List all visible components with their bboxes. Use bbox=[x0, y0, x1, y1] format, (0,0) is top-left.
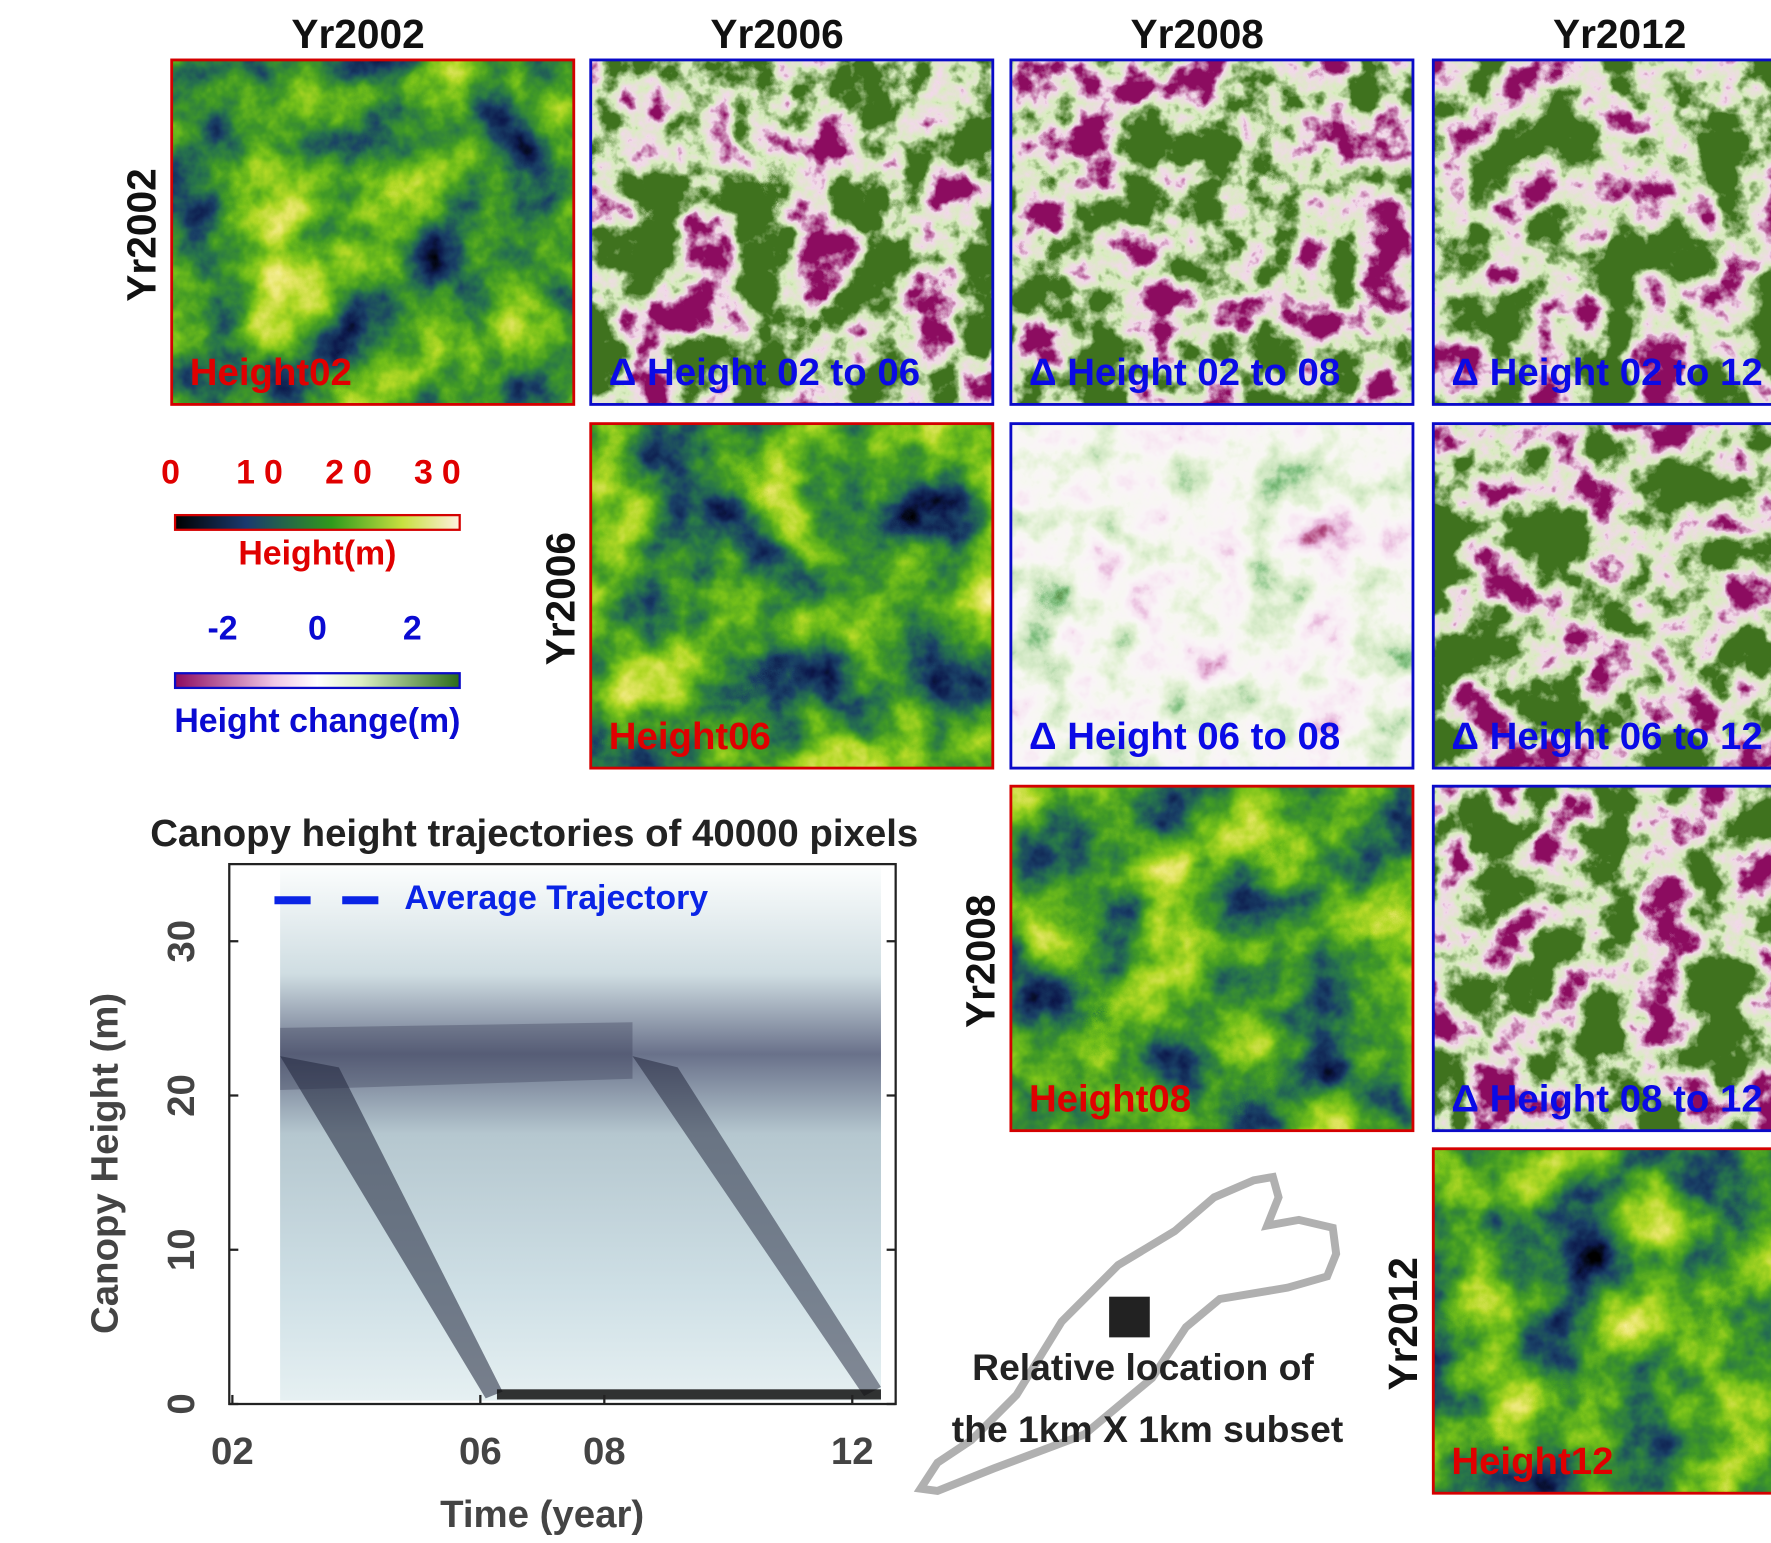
column-header: Yr2002 bbox=[291, 11, 424, 57]
map-panel: Height02 bbox=[170, 58, 576, 406]
colorbar-tick-label: 0 bbox=[161, 453, 189, 491]
map-caption: Relative location of bbox=[972, 1346, 1314, 1388]
row-header: Yr2006 bbox=[537, 532, 583, 665]
subset-marker bbox=[1109, 1296, 1150, 1338]
map-panel: Δ Height 02 to 08 bbox=[1009, 58, 1415, 406]
density-band bbox=[632, 1056, 881, 1397]
panel-border bbox=[1009, 422, 1415, 770]
raster bbox=[1433, 1148, 1771, 1494]
raster bbox=[1433, 59, 1771, 405]
panel-label: Height12 bbox=[1451, 1440, 1613, 1483]
raster bbox=[1010, 423, 1413, 769]
panel-border bbox=[589, 58, 995, 406]
panel-label: Height08 bbox=[1029, 1077, 1191, 1120]
chart-title: Canopy height trajectories of 40000 pixe… bbox=[150, 812, 918, 855]
map-panel: Height06 bbox=[589, 422, 995, 770]
raster bbox=[171, 59, 574, 405]
panel-label: Height06 bbox=[609, 715, 771, 758]
raster bbox=[1010, 59, 1413, 405]
x-tick-label: 08 bbox=[583, 1430, 626, 1473]
x-tick-label: 12 bbox=[831, 1430, 874, 1473]
panel-label: Δ Height 06 to 08 bbox=[1029, 715, 1340, 758]
panel-border bbox=[1009, 58, 1415, 406]
density bbox=[280, 867, 881, 1401]
raster bbox=[1433, 423, 1771, 769]
row-header: Yr2008 bbox=[957, 895, 1003, 1028]
panel-border bbox=[170, 58, 576, 406]
colorbar-tick-label: 2 bbox=[403, 609, 422, 647]
column-header: Yr2006 bbox=[710, 11, 843, 57]
raster bbox=[590, 59, 993, 405]
map-panel: Height08 bbox=[1009, 784, 1415, 1133]
panel-border bbox=[1009, 784, 1415, 1133]
panel-border bbox=[1431, 422, 1771, 770]
row-header: Yr2012 bbox=[1380, 1257, 1426, 1390]
raster bbox=[1010, 786, 1413, 1131]
colorbar-tick-label: 0 bbox=[308, 609, 327, 647]
colorbar bbox=[173, 513, 461, 531]
panel-label: Δ Height 08 to 12 bbox=[1451, 1077, 1762, 1120]
map-panel: Δ Height 02 to 12 bbox=[1431, 58, 1771, 406]
colorbar-tick-label: -2 bbox=[207, 609, 237, 647]
colorbar-title: Height change(m) bbox=[174, 702, 460, 740]
density-band bbox=[496, 1389, 881, 1400]
column-header: Yr2012 bbox=[1553, 11, 1686, 57]
y-axis-label: Canopy Height (m) bbox=[83, 993, 126, 1334]
colorbar-title: Height(m) bbox=[238, 535, 396, 573]
map-panel: Δ Height 02 to 06 bbox=[589, 58, 995, 406]
density-band bbox=[280, 1022, 633, 1091]
density-background bbox=[280, 867, 881, 1401]
map-panel: Δ Height 06 to 12 bbox=[1431, 422, 1771, 770]
plot-frame bbox=[228, 862, 897, 1406]
y-tick-label: 30 bbox=[160, 920, 203, 963]
panel-label: Δ Height 02 to 12 bbox=[1451, 351, 1762, 394]
row-header: Yr2002 bbox=[118, 168, 164, 301]
panel-label: Height02 bbox=[190, 351, 352, 394]
x-tick-label: 06 bbox=[459, 1430, 502, 1473]
colorbar-tick-label: 30 bbox=[414, 453, 470, 491]
map-panel: Δ Height 08 to 12 bbox=[1431, 784, 1771, 1133]
panel-label: Δ Height 06 to 12 bbox=[1451, 715, 1762, 758]
map-panel: Δ Height 06 to 08 bbox=[1009, 422, 1415, 770]
y-tick-label: 0 bbox=[160, 1393, 203, 1414]
panel-label: Δ Height 02 to 08 bbox=[1029, 351, 1340, 394]
panel-border bbox=[1431, 58, 1771, 406]
x-tick-label: 02 bbox=[211, 1430, 254, 1473]
colorbar-tick-label: 20 bbox=[325, 453, 381, 491]
region-outline bbox=[913, 1172, 1341, 1496]
column-header: Yr2008 bbox=[1131, 11, 1264, 57]
raster bbox=[590, 423, 993, 769]
x-axis-label: Time (year) bbox=[440, 1493, 644, 1536]
raster bbox=[1433, 786, 1771, 1131]
y-tick-label: 10 bbox=[160, 1228, 203, 1271]
colorbar-tick-label: 10 bbox=[236, 453, 292, 491]
map-caption: the 1km X 1km subset bbox=[952, 1408, 1343, 1450]
density-band bbox=[280, 1056, 503, 1399]
panel-border bbox=[1431, 784, 1771, 1133]
legend-label: Average Trajectory bbox=[404, 879, 708, 917]
panel-border bbox=[1431, 1147, 1771, 1495]
map-panel: Height12 bbox=[1431, 1147, 1771, 1495]
panel-border bbox=[589, 422, 995, 770]
colorbar bbox=[173, 672, 461, 690]
panel-label: Δ Height 02 to 06 bbox=[609, 351, 920, 394]
y-tick-label: 20 bbox=[160, 1074, 203, 1117]
